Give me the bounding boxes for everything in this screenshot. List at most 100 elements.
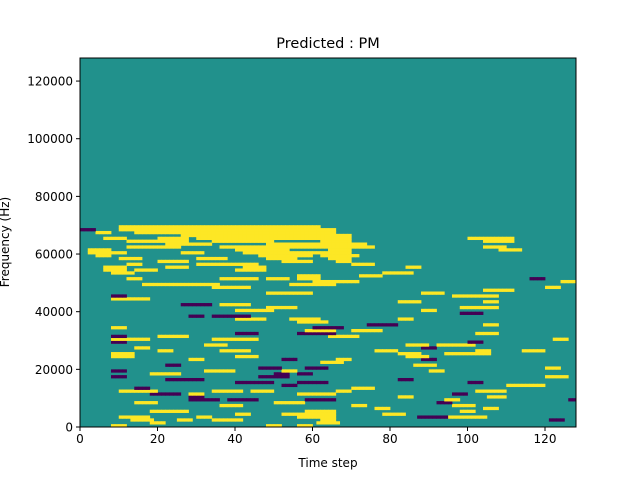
heatmap-cell: [552, 366, 558, 370]
heatmap-cell: [277, 236, 282, 241]
heatmap-cell: [87, 228, 93, 232]
heatmap-cell: [304, 236, 310, 241]
heatmap-cell: [300, 233, 306, 238]
heatmap-cell: [231, 239, 236, 243]
heatmap-cell: [188, 233, 193, 238]
heatmap-cell: [343, 357, 348, 362]
heatmap-cell: [145, 401, 151, 405]
heatmap-cell: [281, 383, 286, 388]
heatmap-cell: [560, 337, 565, 341]
heatmap-cell: [440, 415, 445, 419]
heatmap-cell: [293, 254, 298, 258]
heatmap-cell: [188, 377, 193, 382]
heatmap-cell: [99, 230, 104, 235]
heatmap-cell: [397, 300, 403, 304]
heatmap-cell: [176, 418, 182, 422]
heatmap-cell: [324, 230, 329, 235]
heatmap-cell: [207, 398, 213, 402]
heatmap-cell: [548, 375, 554, 379]
heatmap-cell: [486, 245, 492, 249]
heatmap-cell: [409, 354, 414, 359]
heatmap-cell: [130, 418, 135, 422]
heatmap-cell: [386, 412, 391, 416]
heatmap-cell: [277, 248, 282, 252]
x-tick-label: 120: [534, 432, 557, 446]
heatmap-cell: [169, 409, 174, 413]
heatmap-cell: [506, 248, 511, 252]
heatmap-cell: [343, 242, 348, 246]
heatmap-cell: [161, 334, 166, 339]
heatmap-cell: [227, 230, 232, 235]
heatmap-cell: [502, 288, 507, 292]
heatmap-cell: [424, 291, 430, 295]
heatmap-cell: [215, 418, 220, 422]
heatmap-cell: [149, 268, 155, 272]
heatmap-cell: [289, 357, 294, 362]
heatmap-cell: [118, 389, 124, 393]
heatmap-cell: [134, 297, 139, 301]
x-axis-ticks: 0 20 40 60 80 100 120: [76, 427, 556, 446]
heatmap-cell: [545, 285, 550, 290]
heatmap-cell: [114, 251, 120, 255]
heatmap-cell: [525, 349, 530, 353]
heatmap-cell: [277, 230, 282, 235]
heatmap-cell: [355, 334, 360, 339]
heatmap-cell: [304, 228, 310, 232]
heatmap-cell: [312, 398, 317, 402]
heatmap-cell: [440, 343, 445, 347]
heatmap-cell: [285, 369, 290, 373]
heatmap-cell: [142, 268, 147, 272]
heatmap-cell: [289, 305, 294, 310]
heatmap-cell: [153, 268, 158, 272]
heatmap-cell: [250, 354, 255, 359]
x-tick-label: 100: [456, 432, 479, 446]
heatmap-cell: [328, 233, 333, 238]
heatmap-cell: [281, 236, 286, 241]
heatmap-cell: [254, 233, 259, 238]
heatmap-cell: [277, 256, 282, 261]
heatmap-cell: [107, 268, 112, 272]
heatmap-cell: [463, 305, 468, 310]
heatmap-cell: [316, 392, 321, 396]
heatmap-cell: [297, 245, 302, 249]
heatmap-cell: [235, 380, 240, 385]
heatmap-cell: [343, 251, 348, 255]
heatmap-cell: [196, 303, 201, 307]
heatmap-cell: [362, 386, 368, 390]
heatmap-cell: [494, 236, 499, 241]
heatmap-cell: [304, 366, 310, 370]
heatmap-cell: [153, 228, 158, 232]
heatmap-cell: [514, 383, 519, 388]
heatmap-cell: [289, 259, 294, 264]
heatmap-cell: [111, 354, 116, 359]
heatmap-cell: [258, 265, 263, 269]
heatmap-cell: [242, 233, 248, 238]
heatmap-cell: [200, 314, 205, 318]
heatmap-cell: [246, 308, 251, 313]
heatmap-cell: [285, 228, 290, 232]
heatmap-cell: [572, 398, 577, 402]
heatmap-cell: [246, 245, 251, 249]
heatmap-cell: [207, 415, 213, 419]
heatmap-cell: [494, 245, 499, 249]
heatmap-cell: [269, 389, 275, 393]
heatmap-cell: [169, 230, 174, 235]
heatmap-cell: [452, 343, 457, 347]
heatmap-cell: [207, 303, 213, 307]
heatmap-cell: [304, 372, 310, 376]
heatmap-cell: [107, 251, 112, 255]
heatmap-cell: [300, 424, 306, 428]
heatmap-cell: [421, 354, 426, 359]
heatmap-cell: [273, 291, 279, 295]
heatmap-cell: [316, 409, 321, 413]
heatmap-cell: [211, 398, 217, 402]
heatmap-cell: [111, 337, 116, 341]
heatmap-cell: [498, 395, 503, 399]
heatmap-cell: [211, 262, 217, 266]
heatmap-cell: [498, 389, 503, 393]
heatmap-cell: [107, 236, 112, 241]
heatmap-cell: [343, 236, 348, 241]
heatmap-cell: [138, 239, 143, 243]
heatmap-cell: [331, 409, 337, 413]
heatmap-cell: [246, 265, 251, 269]
